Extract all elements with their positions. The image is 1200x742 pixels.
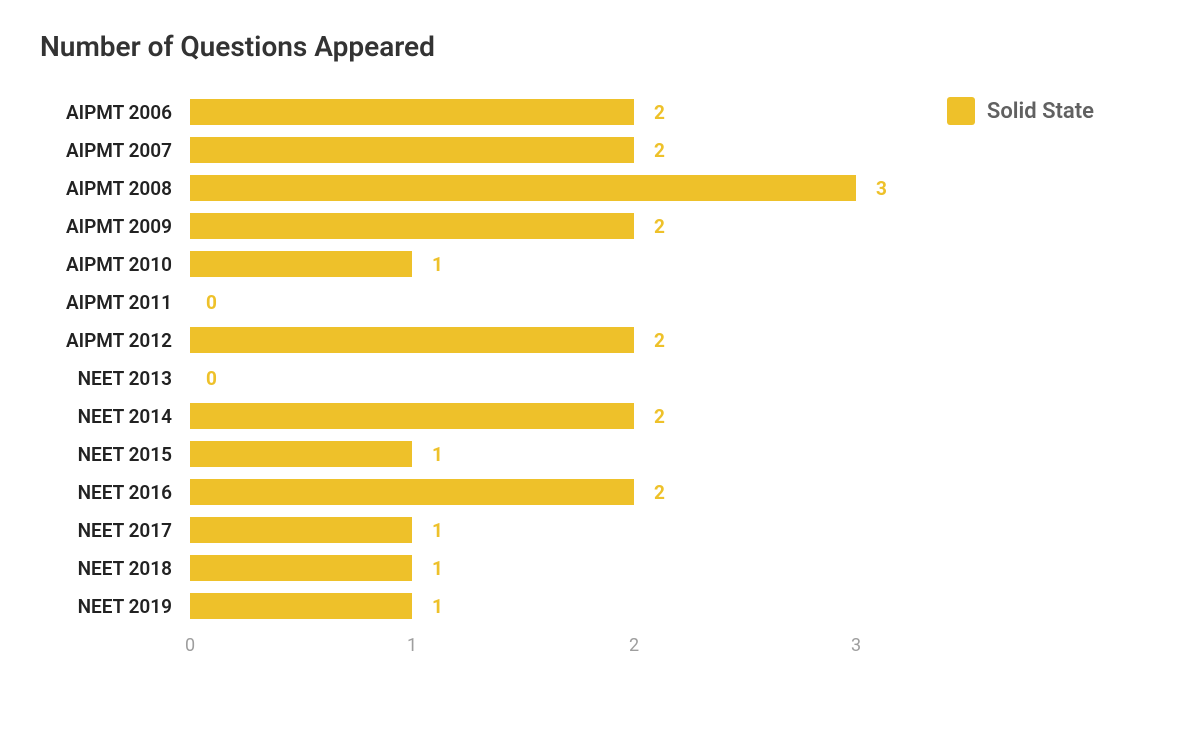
bar-row: AIPMT 2008 3 bbox=[40, 169, 887, 207]
bar-row: NEET 2015 1 bbox=[40, 435, 887, 473]
x-tick-label: 3 bbox=[851, 635, 861, 656]
bar-track: 1 bbox=[190, 251, 443, 277]
y-axis-label: AIPMT 2006 bbox=[40, 101, 190, 124]
bar-row: AIPMT 2010 1 bbox=[40, 245, 887, 283]
bar-value-label: 0 bbox=[206, 291, 217, 314]
bar-fill bbox=[190, 327, 634, 353]
x-tick-label: 1 bbox=[407, 635, 417, 656]
bar-value-label: 0 bbox=[206, 367, 217, 390]
bar-fill bbox=[190, 251, 412, 277]
bar-fill bbox=[190, 99, 634, 125]
bar-value-label: 1 bbox=[432, 253, 443, 276]
legend-label: Solid State bbox=[987, 99, 1094, 124]
bar-track: 3 bbox=[190, 175, 887, 201]
bar-value-label: 1 bbox=[432, 595, 443, 618]
bar-track: 0 bbox=[190, 365, 217, 391]
bar-row: AIPMT 2012 2 bbox=[40, 321, 887, 359]
bar-row: NEET 2013 0 bbox=[40, 359, 887, 397]
bar-value-label: 2 bbox=[654, 329, 665, 352]
x-axis-ticks: 0123 bbox=[190, 635, 856, 659]
bar-track: 2 bbox=[190, 327, 665, 353]
y-axis-label: NEET 2014 bbox=[40, 405, 190, 428]
bar-value-label: 2 bbox=[654, 481, 665, 504]
y-axis-label: AIPMT 2011 bbox=[40, 291, 190, 314]
bar-value-label: 1 bbox=[432, 443, 443, 466]
y-axis-label: NEET 2019 bbox=[40, 595, 190, 618]
bar-row: AIPMT 2007 2 bbox=[40, 131, 887, 169]
bar-fill bbox=[190, 175, 856, 201]
legend-swatch bbox=[947, 97, 975, 125]
bar-track: 1 bbox=[190, 555, 443, 581]
bar-row: NEET 2017 1 bbox=[40, 511, 887, 549]
legend: Solid State bbox=[947, 93, 1094, 125]
y-axis-label: AIPMT 2012 bbox=[40, 329, 190, 352]
bar-fill bbox=[190, 555, 412, 581]
y-axis-label: NEET 2018 bbox=[40, 557, 190, 580]
chart-area: AIPMT 20062AIPMT 20072AIPMT 20083AIPMT 2… bbox=[40, 93, 1160, 659]
y-axis-label: NEET 2015 bbox=[40, 443, 190, 466]
bar-track: 2 bbox=[190, 99, 665, 125]
y-axis-label: NEET 2016 bbox=[40, 481, 190, 504]
bar-track: 2 bbox=[190, 213, 665, 239]
y-axis-label: NEET 2017 bbox=[40, 519, 190, 542]
bar-fill bbox=[190, 441, 412, 467]
bar-value-label: 2 bbox=[654, 215, 665, 238]
bar-row: NEET 2014 2 bbox=[40, 397, 887, 435]
bar-value-label: 3 bbox=[876, 177, 887, 200]
bar-fill bbox=[190, 137, 634, 163]
bar-track: 1 bbox=[190, 593, 443, 619]
bar-row: NEET 2019 1 bbox=[40, 587, 887, 625]
bar-value-label: 2 bbox=[654, 139, 665, 162]
bar-track: 1 bbox=[190, 517, 443, 543]
chart-plot: AIPMT 20062AIPMT 20072AIPMT 20083AIPMT 2… bbox=[40, 93, 887, 659]
bar-row: NEET 2018 1 bbox=[40, 549, 887, 587]
bar-rows: AIPMT 20062AIPMT 20072AIPMT 20083AIPMT 2… bbox=[40, 93, 887, 625]
bar-row: NEET 2016 2 bbox=[40, 473, 887, 511]
x-tick-label: 2 bbox=[629, 635, 639, 656]
bar-value-label: 1 bbox=[432, 557, 443, 580]
bar-track: 2 bbox=[190, 479, 665, 505]
bar-track: 2 bbox=[190, 137, 665, 163]
y-axis-label: AIPMT 2010 bbox=[40, 253, 190, 276]
y-axis-label: AIPMT 2009 bbox=[40, 215, 190, 238]
bar-track: 2 bbox=[190, 403, 665, 429]
bar-fill bbox=[190, 403, 634, 429]
bar-value-label: 2 bbox=[654, 101, 665, 124]
bar-fill bbox=[190, 213, 634, 239]
bar-fill bbox=[190, 479, 634, 505]
bar-row: AIPMT 2009 2 bbox=[40, 207, 887, 245]
chart-title: Number of Questions Appeared bbox=[40, 30, 1160, 63]
x-tick-label: 0 bbox=[185, 635, 195, 656]
bar-value-label: 2 bbox=[654, 405, 665, 428]
bar-row: AIPMT 2011 0 bbox=[40, 283, 887, 321]
bar-track: 0 bbox=[190, 289, 217, 315]
y-axis-label: NEET 2013 bbox=[40, 367, 190, 390]
bar-fill bbox=[190, 593, 412, 619]
bar-row: AIPMT 2006 2 bbox=[40, 93, 887, 131]
y-axis-label: AIPMT 2008 bbox=[40, 177, 190, 200]
bar-fill bbox=[190, 517, 412, 543]
bar-track: 1 bbox=[190, 441, 443, 467]
bar-value-label: 1 bbox=[432, 519, 443, 542]
y-axis-label: AIPMT 2007 bbox=[40, 139, 190, 162]
